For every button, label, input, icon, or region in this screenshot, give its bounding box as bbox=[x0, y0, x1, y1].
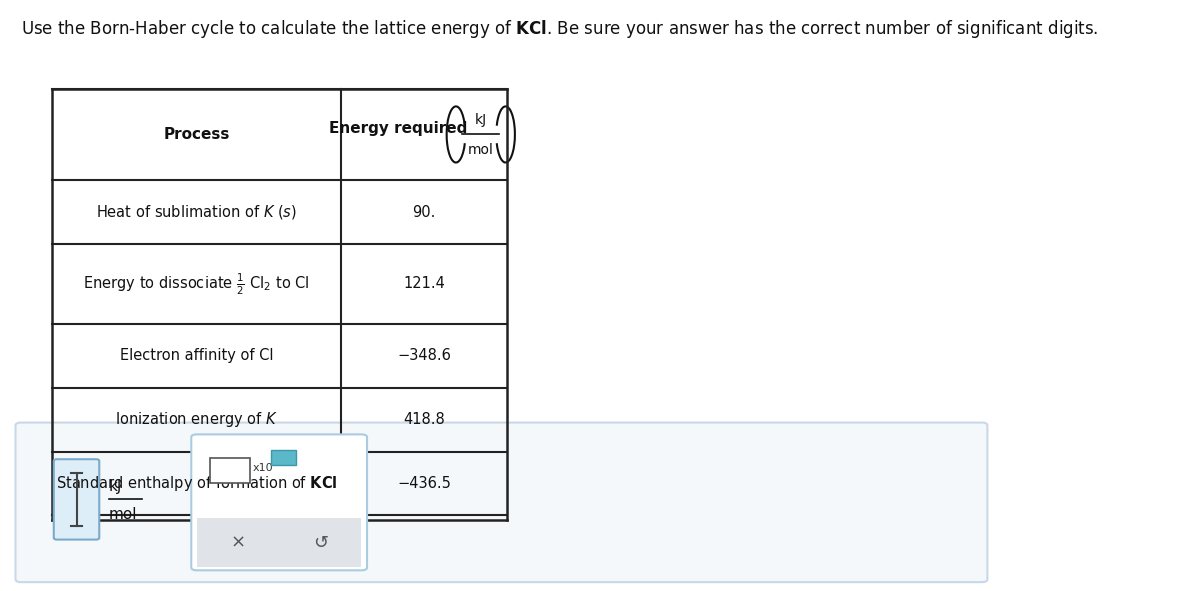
Text: Standard enthalpy of formation of $\mathbf{KCl}$: Standard enthalpy of formation of $\math… bbox=[55, 474, 337, 493]
Text: mol: mol bbox=[468, 144, 493, 157]
Text: Energy to dissociate $\frac{1}{2}$ Cl$_2$ to Cl: Energy to dissociate $\frac{1}{2}$ Cl$_2… bbox=[83, 271, 310, 297]
FancyBboxPatch shape bbox=[210, 457, 251, 483]
Text: ↺: ↺ bbox=[313, 534, 328, 551]
Text: Use the Born-Haber cycle to calculate the lattice energy of $\mathbf{KCl}$. Be s: Use the Born-Haber cycle to calculate th… bbox=[20, 18, 1098, 40]
FancyBboxPatch shape bbox=[198, 518, 361, 567]
Text: −436.5: −436.5 bbox=[397, 476, 451, 491]
Text: Energy required: Energy required bbox=[329, 121, 467, 136]
FancyBboxPatch shape bbox=[54, 459, 100, 540]
Text: mol: mol bbox=[108, 506, 137, 522]
Text: kJ: kJ bbox=[108, 479, 122, 494]
FancyBboxPatch shape bbox=[191, 434, 367, 570]
Text: 418.8: 418.8 bbox=[403, 412, 445, 427]
Text: x10: x10 bbox=[252, 463, 272, 473]
Text: kJ: kJ bbox=[475, 113, 487, 126]
Text: Heat of sublimation of $K$ $(s)$: Heat of sublimation of $K$ $(s)$ bbox=[96, 203, 296, 221]
FancyBboxPatch shape bbox=[16, 423, 988, 582]
Text: ×: × bbox=[230, 534, 245, 551]
Text: −348.6: −348.6 bbox=[397, 348, 451, 363]
Text: 121.4: 121.4 bbox=[403, 277, 445, 291]
Text: Ionization energy of $K$: Ionization energy of $K$ bbox=[115, 410, 278, 429]
Text: 90.: 90. bbox=[413, 204, 436, 220]
Text: Process: Process bbox=[163, 127, 229, 142]
Text: Electron affinity of Cl: Electron affinity of Cl bbox=[120, 348, 274, 363]
FancyBboxPatch shape bbox=[271, 450, 295, 465]
